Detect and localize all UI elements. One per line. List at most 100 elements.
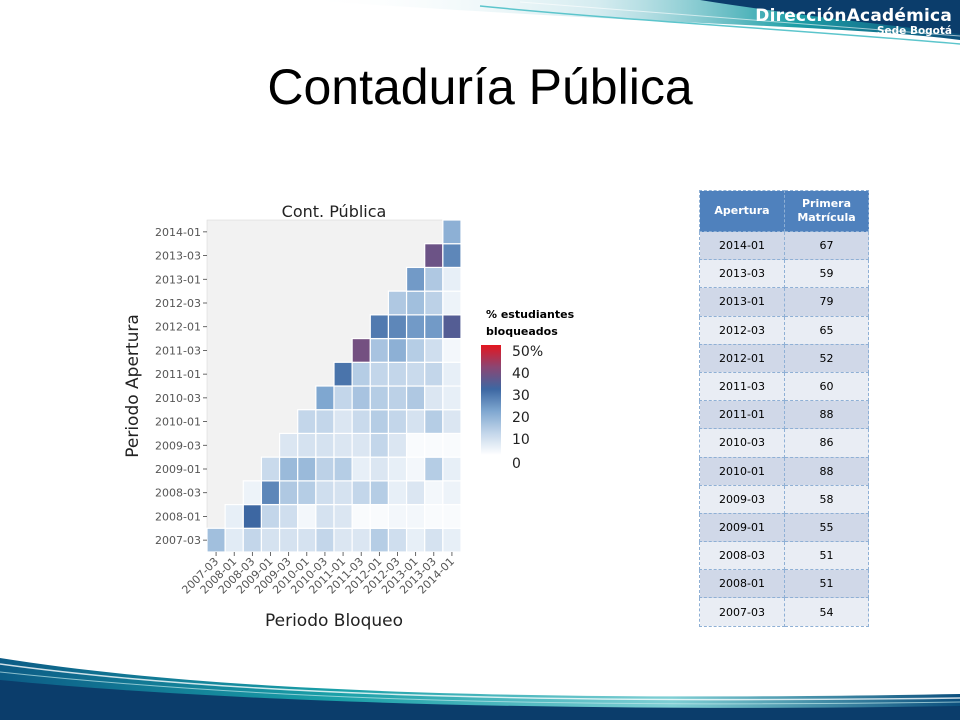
- heatmap-cell: [351, 409, 371, 435]
- y-tick-label: 2007-03: [155, 534, 201, 547]
- heatmap-cell: [315, 503, 335, 529]
- cell-primera-matricula: 88: [784, 400, 869, 430]
- y-tick-label: 2009-03: [155, 439, 201, 452]
- heatmap-cell: [387, 409, 408, 435]
- heatmap-cell: [351, 361, 371, 387]
- heatmap-cell: [297, 480, 317, 506]
- cell-apertura: 2011-03: [699, 371, 785, 402]
- cell-apertura: 2010-01: [699, 456, 785, 486]
- heatmap-cell: [369, 456, 390, 482]
- y-axis-label: Periodo Apertura: [123, 314, 143, 458]
- heatmap-cell: [369, 361, 390, 387]
- heatmap-cell: [387, 361, 408, 387]
- cell-apertura: 2009-01: [699, 512, 785, 543]
- table-row: 2010-01 88: [699, 456, 869, 486]
- table-row: 2009-01 55: [699, 512, 869, 543]
- heatmap-cell: [442, 361, 462, 387]
- heatmap-cell: [333, 432, 353, 458]
- heatmap-cell: [387, 432, 408, 458]
- heatmap-cell: [351, 432, 371, 458]
- heatmap-cell: [242, 480, 263, 506]
- table-row: 2012-03 65: [699, 315, 869, 345]
- heatmap-cell: [206, 527, 226, 553]
- y-tick-label: 2008-03: [155, 487, 201, 500]
- heatmap-cell: [387, 385, 408, 411]
- heatmap-cell: [442, 409, 462, 435]
- heatmap-cell: [387, 456, 408, 482]
- legend-tick: 30: [512, 388, 530, 404]
- heatmap-cell: [242, 503, 263, 529]
- heatmap-cell: [369, 480, 390, 506]
- heatmap-cell: [333, 409, 353, 435]
- heatmap-cell: [387, 337, 408, 363]
- heatmap-cell: [351, 337, 371, 363]
- top-decorative-band: [300, 0, 960, 45]
- heatmap-cell: [424, 503, 444, 529]
- cell-apertura: 2008-03: [699, 541, 785, 571]
- bottom-decorative-band: [0, 658, 960, 720]
- legend-title: % estudiantes bloqueados: [486, 306, 574, 340]
- cell-apertura: 2013-03: [699, 259, 785, 289]
- heatmap-cell: [297, 503, 317, 529]
- heatmap-cell: [278, 432, 299, 458]
- table-row: 2007-03 54: [699, 597, 869, 627]
- heatmap-cell: [405, 527, 426, 553]
- heatmap-cell: [369, 314, 390, 340]
- heatmap-cell: [405, 385, 426, 411]
- heatmap-cell: [442, 432, 462, 458]
- heatmap-cell: [333, 385, 353, 411]
- cell-primera-matricula: 79: [784, 287, 869, 317]
- heatmap-cell: [278, 503, 299, 529]
- cell-primera-matricula: 51: [784, 569, 869, 599]
- heatmap-cell: [278, 527, 299, 553]
- heatmap-cell: [351, 385, 371, 411]
- table-row: 2008-01 51: [699, 569, 869, 599]
- heatmap-chart: Cont. Pública Periodo Apertura Periodo B…: [123, 202, 462, 631]
- heatmap-cell: [315, 480, 335, 506]
- cell-apertura: 2014-01: [699, 230, 785, 261]
- y-tick-label: 2012-03: [155, 297, 201, 310]
- heatmap-cell: [424, 432, 444, 458]
- cell-primera-matricula: 54: [784, 597, 869, 627]
- cell-apertura: 2009-03: [699, 484, 785, 514]
- heatmap-cell: [424, 361, 444, 387]
- heatmap-cell: [424, 314, 444, 340]
- chart-title: Cont. Pública: [282, 202, 387, 221]
- y-tick-label: 2009-01: [155, 463, 201, 476]
- legend-title-line: bloqueados: [486, 325, 558, 338]
- cell-apertura: 2011-01: [699, 400, 785, 430]
- cell-primera-matricula: 55: [784, 512, 869, 543]
- y-tick-label: 2013-01: [155, 273, 201, 286]
- table-header-row: Apertura Primera Matrícula: [699, 190, 869, 232]
- heatmap-cell: [405, 409, 426, 435]
- legend-tick: 40: [512, 366, 530, 382]
- table-row: 2011-01 88: [699, 400, 869, 430]
- heatmap-cell: [297, 527, 317, 553]
- heatmap-cell: [442, 243, 462, 269]
- heatmap-cell: [387, 314, 408, 340]
- heatmap-cell: [369, 409, 390, 435]
- heatmap-cell: [442, 456, 462, 482]
- heatmap-cell: [405, 337, 426, 363]
- heatmap-cell: [333, 503, 353, 529]
- heatmap-cell: [405, 290, 426, 316]
- heatmap-cell: [424, 456, 444, 482]
- table-row: 2012-01 52: [699, 343, 869, 373]
- heatmap-cell: [442, 527, 462, 553]
- heatmap-cell: [442, 503, 462, 529]
- heatmap-cell: [224, 503, 244, 529]
- heatmap-cell: [405, 480, 426, 506]
- heatmap-cell: [442, 219, 462, 245]
- legend-tick: 50%: [512, 344, 544, 360]
- heatmap-cell: [260, 503, 281, 529]
- brand-subtitle: Sede Bogotá: [876, 25, 952, 37]
- heatmap-cell: [333, 456, 353, 482]
- table-row: 2009-03 58: [699, 484, 869, 514]
- table-row: 2013-03 59: [699, 259, 869, 289]
- heatmap-cell: [333, 527, 353, 553]
- cell-apertura: 2007-03: [699, 597, 785, 627]
- legend-title-line: % estudiantes: [486, 308, 575, 321]
- heatmap-cell: [315, 432, 335, 458]
- y-tick-label: 2011-03: [155, 344, 201, 357]
- heatmap-cell: [387, 290, 408, 316]
